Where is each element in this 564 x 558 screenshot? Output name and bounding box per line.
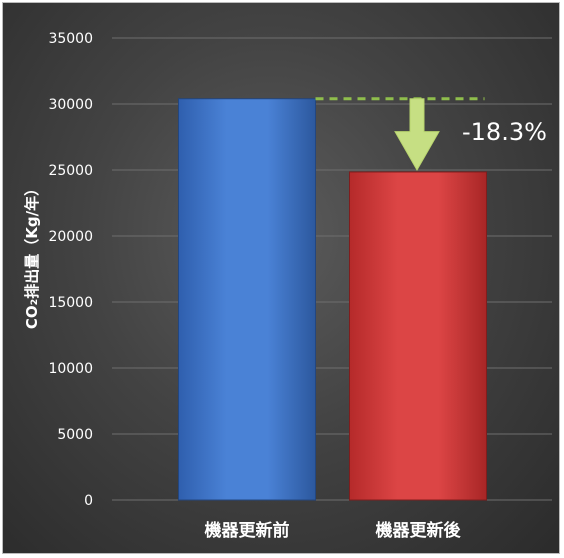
y-axis-label: CO₂排出量（Kg/年） [23, 181, 41, 329]
y-axis-ticks: 0 5000 10000 15000 20000 25000 30000 35000 [48, 31, 93, 509]
bar-2 [349, 171, 487, 501]
y-tick-label: 20000 [48, 229, 93, 245]
y-tick-label: 30000 [48, 97, 93, 113]
y-tick-label: 35000 [48, 31, 93, 47]
annotation-text: -18.3% [462, 118, 547, 146]
annotation [315, 97, 485, 171]
down-arrow-icon [394, 98, 440, 171]
bars [178, 98, 487, 501]
bar-1 [178, 98, 316, 501]
y-tick-label: 15000 [48, 295, 93, 311]
y-tick-label: 5000 [57, 427, 93, 443]
y-tick-label: 0 [84, 493, 93, 509]
x-category-label: 機器更新前 [205, 520, 290, 541]
x-category-label: 機器更新後 [376, 520, 462, 541]
y-tick-label: 25000 [48, 163, 93, 179]
x-axis-categories: 機器更新前 機器更新後 [205, 520, 462, 541]
y-tick-label: 10000 [48, 361, 93, 377]
